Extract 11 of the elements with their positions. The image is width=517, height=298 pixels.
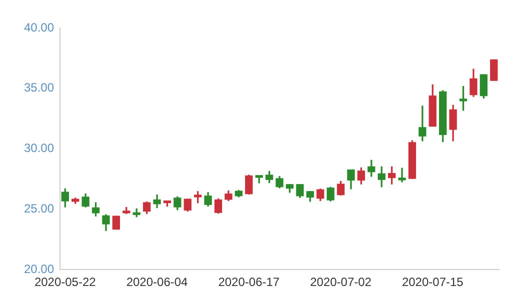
y-tick-label: 20.00 bbox=[24, 262, 54, 276]
x-tick-label: 2020-07-02 bbox=[310, 275, 372, 290]
y-tick-label: 25.00 bbox=[24, 202, 54, 216]
candlestick bbox=[398, 168, 406, 182]
x-tick-label: 2020-07-15 bbox=[402, 275, 464, 290]
x-tick-label: 2020-05-22 bbox=[34, 275, 96, 290]
y-tick-label: 40.00 bbox=[24, 20, 54, 34]
y-tick-label: 35.00 bbox=[24, 80, 54, 95]
y-tick-label: 30.00 bbox=[24, 141, 54, 156]
x-tick-label: 2020-06-04 bbox=[126, 275, 188, 290]
x-tick-label: 2020-06-17 bbox=[218, 275, 280, 290]
